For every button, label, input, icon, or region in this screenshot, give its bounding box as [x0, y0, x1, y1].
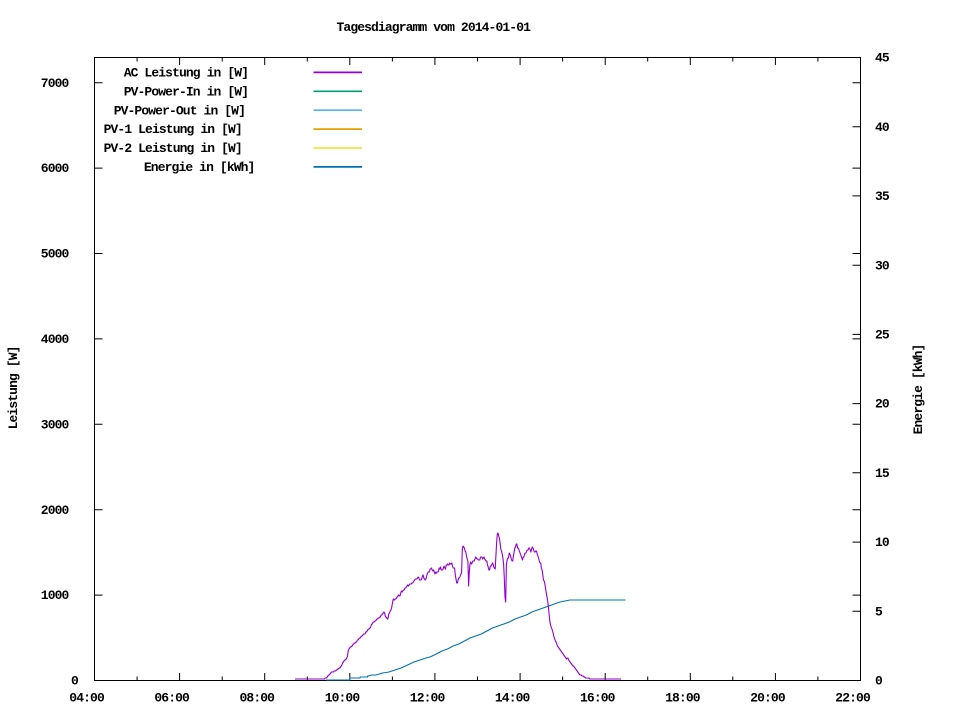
svg-text:14:00: 14:00 [495, 691, 531, 706]
svg-text:15: 15 [875, 466, 890, 481]
svg-text:4000: 4000 [41, 332, 70, 347]
svg-text:Energie [kWh]: Energie [kWh] [911, 345, 926, 435]
svg-text:PV-Power-In in [W]: PV-Power-In in [W] [124, 84, 248, 99]
svg-text:10: 10 [875, 535, 890, 550]
svg-text:Energie in [kWh]: Energie in [kWh] [144, 160, 255, 175]
svg-text:20: 20 [875, 397, 890, 412]
svg-text:PV-1 Leistung in [W]: PV-1 Leistung in [W] [104, 122, 242, 137]
svg-text:3000: 3000 [41, 417, 70, 432]
svg-text:16:00: 16:00 [580, 691, 616, 706]
svg-text:AC Leistung in [W]: AC Leistung in [W] [124, 66, 248, 81]
svg-text:08:00: 08:00 [240, 691, 276, 706]
svg-text:PV-2 Leistung in [W]: PV-2 Leistung in [W] [104, 141, 242, 156]
svg-text:10:00: 10:00 [325, 691, 361, 706]
svg-text:Tagesdiagramm vom 2014-01-01: Tagesdiagramm vom 2014-01-01 [337, 20, 532, 35]
svg-text:45: 45 [875, 51, 890, 66]
svg-text:1000: 1000 [41, 588, 70, 603]
svg-text:0: 0 [71, 674, 79, 689]
svg-text:30: 30 [875, 258, 890, 273]
svg-text:04:00: 04:00 [69, 691, 105, 706]
svg-text:6000: 6000 [41, 161, 70, 176]
svg-text:PV-Power-Out in [W]: PV-Power-Out in [W] [114, 103, 245, 118]
svg-text:5000: 5000 [41, 247, 70, 262]
svg-text:22:00: 22:00 [835, 691, 871, 706]
svg-text:20:00: 20:00 [750, 691, 786, 706]
svg-text:2000: 2000 [41, 503, 70, 518]
svg-text:Leistung [W]: Leistung [W] [6, 346, 21, 429]
svg-text:0: 0 [875, 674, 883, 689]
svg-text:06:00: 06:00 [154, 691, 190, 706]
svg-text:5: 5 [875, 604, 883, 619]
svg-text:12:00: 12:00 [410, 691, 446, 706]
svg-text:40: 40 [875, 120, 890, 135]
svg-text:35: 35 [875, 189, 890, 204]
svg-text:7000: 7000 [41, 76, 70, 91]
svg-text:18:00: 18:00 [665, 691, 701, 706]
svg-text:25: 25 [875, 328, 890, 343]
